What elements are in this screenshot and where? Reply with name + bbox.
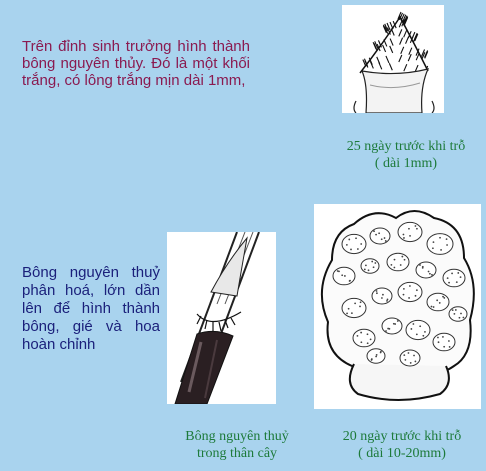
caption-25-days: 25 ngày trước khi trỗ ( dài 1mm) <box>326 138 486 172</box>
caption-20-days-line1: 20 ngày trước khi trỗ <box>342 429 462 444</box>
caption-in-stem-line2: trong thân cây <box>196 446 278 461</box>
caption-20-days-line2: ( dài 10-20mm) <box>358 446 446 461</box>
caption-in-stem: Bông nguyên thuỷ trong thân cây <box>172 428 302 462</box>
primordium-in-stem-illustration <box>167 232 276 404</box>
intro-paragraph: Trên đỉnh sinh trưởng hình thành bông ng… <box>22 38 250 89</box>
panicle-primordium-illustration <box>314 204 481 409</box>
caption-in-stem-line1: Bông nguyên thuỷ <box>185 429 289 444</box>
caption-25-days-line1: 25 ngày trước khi trỗ <box>346 139 466 154</box>
caption-25-days-line2: ( dài 1mm) <box>374 156 438 171</box>
description-paragraph: Bông nguyên thuỷ phân hoá, lớn dần lên đ… <box>22 264 160 353</box>
primordium-hairy-tip-illustration <box>342 5 444 113</box>
caption-20-days: 20 ngày trước khi trỗ ( dài 10-20mm) <box>318 428 486 462</box>
